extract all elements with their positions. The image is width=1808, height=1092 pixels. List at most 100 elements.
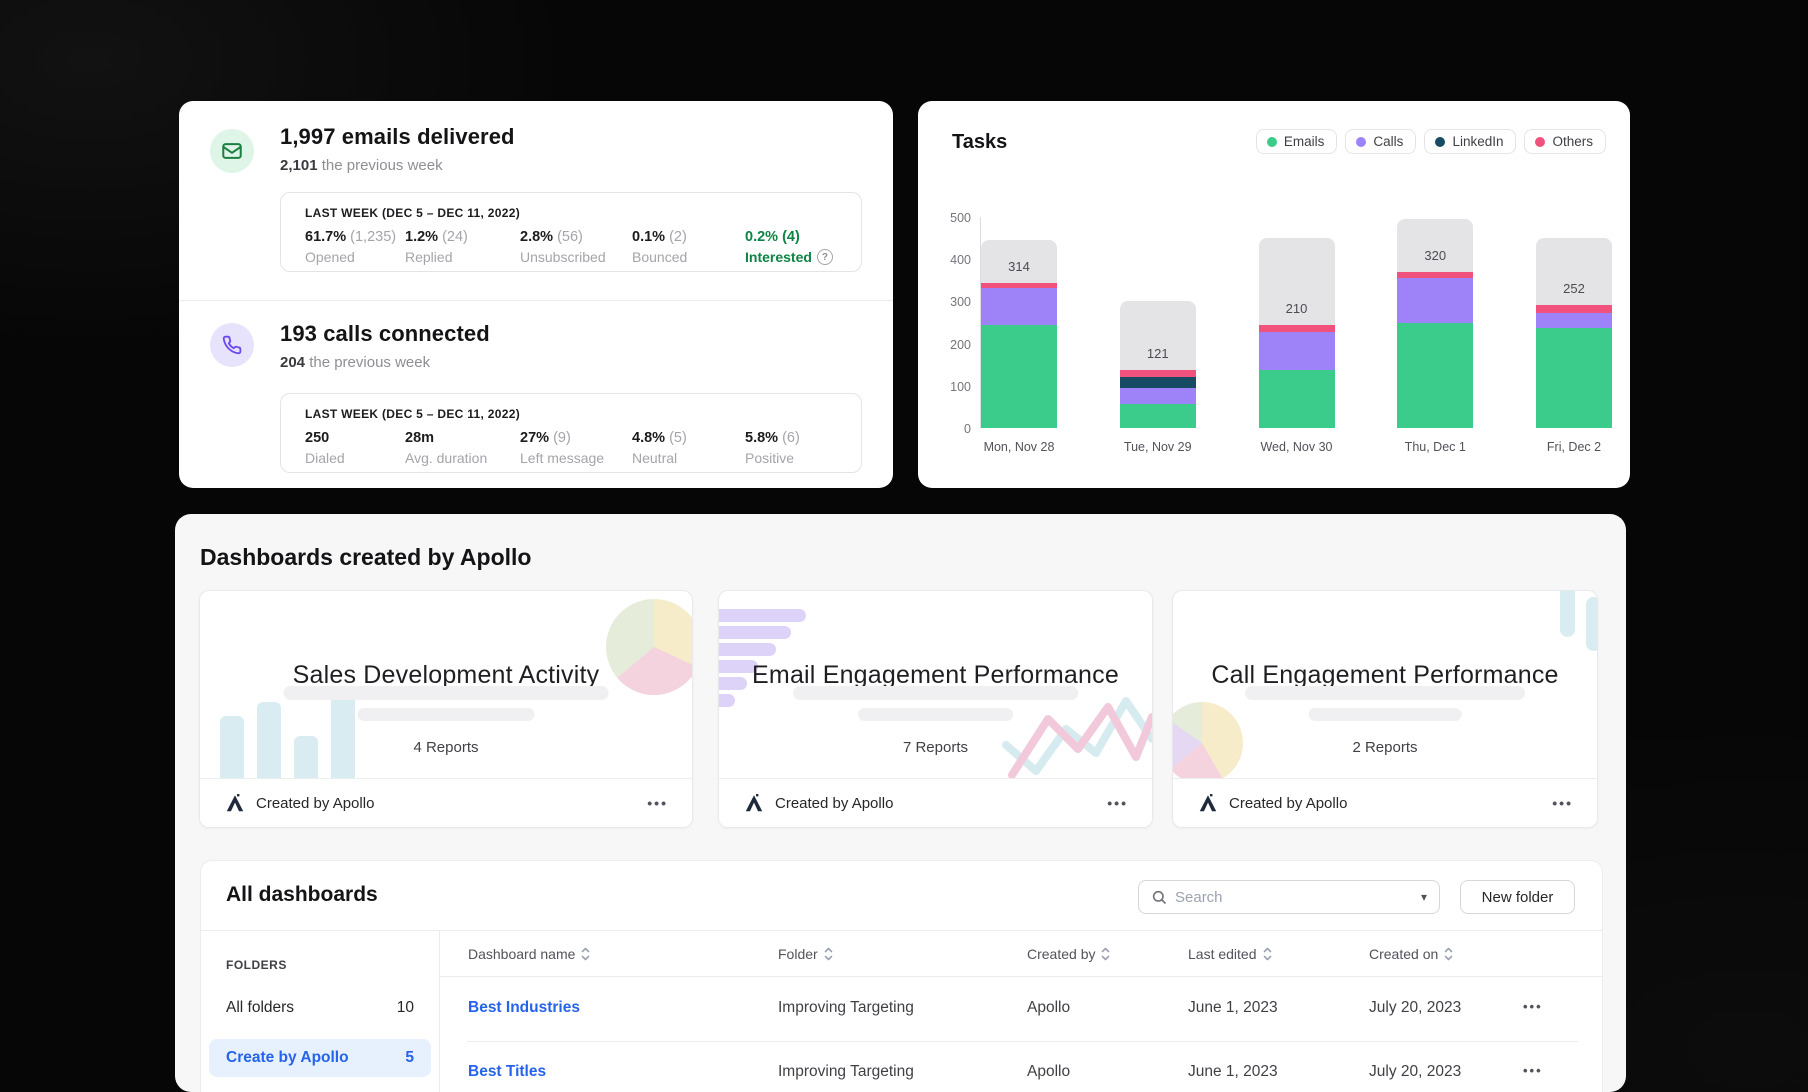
line-chart-decoration [1002, 697, 1152, 778]
search-field[interactable] [1175, 888, 1413, 906]
bar-value-label: 121 [1146, 346, 1169, 362]
dashboards-section: Dashboards created by Apollo Sales Devel… [175, 514, 1626, 1092]
chart-bar: 314 Mon, Nov 28 [981, 217, 1057, 454]
tasks-chart-plot: 314 Mon, Nov 28 121 Tue, Nov 29 210 Wed, Nov … [950, 211, 1612, 454]
divider [201, 930, 1602, 931]
row-last-edited: June 1, 2023 [1188, 999, 1278, 1016]
dashboards-section-title: Dashboards created by Apollo [200, 544, 532, 570]
card-footer: Created by Apollo ••• [1173, 778, 1597, 827]
help-icon[interactable]: ? [816, 249, 833, 265]
emails-previous-week: 2,101 the previous week [280, 157, 515, 174]
bar-value-label: 252 [1563, 280, 1585, 296]
dropdown-caret-icon[interactable]: ▾ [1420, 890, 1427, 904]
bar-value-label: 314 [1008, 258, 1030, 274]
row-more-menu-icon[interactable]: ••• [1523, 1063, 1543, 1078]
stat-interested: 0.2% (4) Interested ? [745, 229, 833, 265]
apollo-logo-icon [1199, 794, 1217, 812]
dashboard-link[interactable]: Best Titles [468, 1063, 547, 1080]
apollo-logo-icon [226, 794, 244, 812]
y-axis-label: 100 [950, 379, 971, 394]
column-header-folder[interactable]: Folder [778, 946, 833, 962]
pie-chart-decoration [1173, 702, 1243, 784]
more-menu-icon[interactable]: ••• [1107, 795, 1128, 811]
row-folder: Improving Targeting [778, 999, 914, 1016]
stat-replied: 1.2% (24) Replied [405, 229, 468, 265]
bar-value-label: 210 [1285, 301, 1308, 317]
calls-last-week-box: LAST WEEK (DEC 5 – DEC 11, 2022) 250 Dia… [280, 393, 862, 473]
reports-count: 2 Reports [1352, 739, 1418, 756]
sort-icon [1263, 947, 1271, 961]
linkedin-dot-icon [1435, 136, 1446, 147]
all-dashboards-panel: All dashboards ▾ New folder FOLDERS All … [200, 860, 1603, 1092]
placeholder-bar [1308, 708, 1462, 721]
calls-dot-icon [1356, 136, 1367, 147]
bar-chart-decoration [220, 689, 355, 778]
divider [440, 976, 1602, 977]
stat-positive: 5.8% (6) Positive [745, 430, 800, 466]
created-by-label: Created by Apollo [256, 794, 375, 812]
row-more-menu-icon[interactable]: ••• [1523, 999, 1543, 1014]
row-last-edited: June 1, 2023 [1188, 1063, 1278, 1080]
new-folder-button[interactable]: New folder [1460, 880, 1575, 914]
y-axis-label: 300 [950, 295, 971, 310]
folder-item-create-by-apollo[interactable]: Create by Apollo 5 [209, 1039, 431, 1077]
chart-bar: 320 Thu, Dec 1 [1397, 217, 1474, 454]
column-header-last-edited[interactable]: Last edited [1188, 946, 1272, 962]
calls-connected-title: 193 calls connected [280, 321, 490, 346]
folder-item-all-folders[interactable]: All folders 10 [226, 999, 414, 1016]
phone-icon [210, 323, 254, 367]
placeholder-bar [1245, 686, 1525, 700]
legend-linkedin[interactable]: LinkedIn [1424, 129, 1517, 154]
x-axis-label: Tue, Nov 29 [1123, 440, 1192, 454]
placeholder-bar [792, 686, 1079, 700]
card-footer: Created by Apollo ••• [200, 778, 692, 827]
column-header-dashboard-name[interactable]: Dashboard name [468, 946, 590, 962]
chart-legend: Emails Calls LinkedIn Others [1255, 129, 1606, 154]
divider [467, 1041, 1578, 1042]
metrics-card: 1,997 emails delivered 2,101 the previou… [179, 101, 893, 488]
dashboard-card-title: Call Engagement Performance [1211, 660, 1559, 689]
card-footer: Created by Apollo ••• [719, 778, 1152, 827]
more-menu-icon[interactable]: ••• [1552, 795, 1573, 811]
more-menu-icon[interactable]: ••• [647, 795, 668, 811]
emails-previous-value: 2,101 [280, 157, 318, 174]
stat-bounced: 0.1% (2) Bounced [632, 229, 688, 265]
emails-delivered-title: 1,997 emails delivered [280, 124, 515, 149]
emails-previous-label: the previous week [317, 157, 443, 174]
search-input[interactable]: ▾ [1138, 880, 1440, 914]
sort-icon [1102, 947, 1110, 961]
placeholder-bar [283, 686, 609, 700]
emails-box-label: LAST WEEK (DEC 5 – DEC 11, 2022) [305, 206, 520, 220]
calls-box-label: LAST WEEK (DEC 5 – DEC 11, 2022) [305, 407, 520, 421]
column-header-created-by[interactable]: Created by [1027, 946, 1110, 962]
dashboard-link[interactable]: Best Industries [468, 999, 580, 1016]
stat-neutral: 4.8% (5) Neutral [632, 430, 687, 466]
created-by-label: Created by Apollo [1229, 794, 1348, 812]
stat-avg-duration: 28m Avg. duration [405, 430, 488, 466]
folder-count: 10 [396, 999, 414, 1016]
stat-unsubscribed: 2.8% (56) Unsubscribed [520, 229, 606, 265]
row-created-by: Apollo [1027, 999, 1071, 1016]
column-header-created-on[interactable]: Created on [1369, 946, 1453, 962]
legend-emails[interactable]: Emails [1255, 129, 1338, 154]
pie-chart-decoration [606, 599, 692, 695]
x-axis-label: Wed, Nov 30 [1260, 440, 1333, 454]
y-axis-label: 400 [950, 253, 971, 268]
dashboard-card-sales-development[interactable]: Sales Development Activity 4 Reports Cre… [199, 590, 693, 828]
all-dashboards-title: All dashboards [226, 883, 378, 906]
row-created-on: July 20, 2023 [1369, 999, 1462, 1016]
x-axis-label: Mon, Nov 28 [983, 440, 1055, 454]
sort-icon [582, 947, 590, 961]
chart-bar: 252 Fri, Dec 2 [1536, 217, 1612, 454]
emails-dot-icon [1266, 136, 1277, 147]
divider [439, 931, 440, 1092]
legend-calls[interactable]: Calls [1345, 129, 1417, 154]
search-icon [1152, 890, 1166, 904]
reports-count: 4 Reports [413, 739, 479, 756]
dashboard-card-email-engagement[interactable]: Email Engagement Performance 7 Reports C… [718, 590, 1153, 828]
legend-others[interactable]: Others [1524, 129, 1606, 154]
reports-count: 7 Reports [902, 739, 969, 756]
dashboard-card-call-engagement[interactable]: Call Engagement Performance 2 Reports Cr… [1172, 590, 1598, 828]
y-axis-label: 500 [950, 211, 971, 225]
others-dot-icon [1535, 136, 1546, 147]
